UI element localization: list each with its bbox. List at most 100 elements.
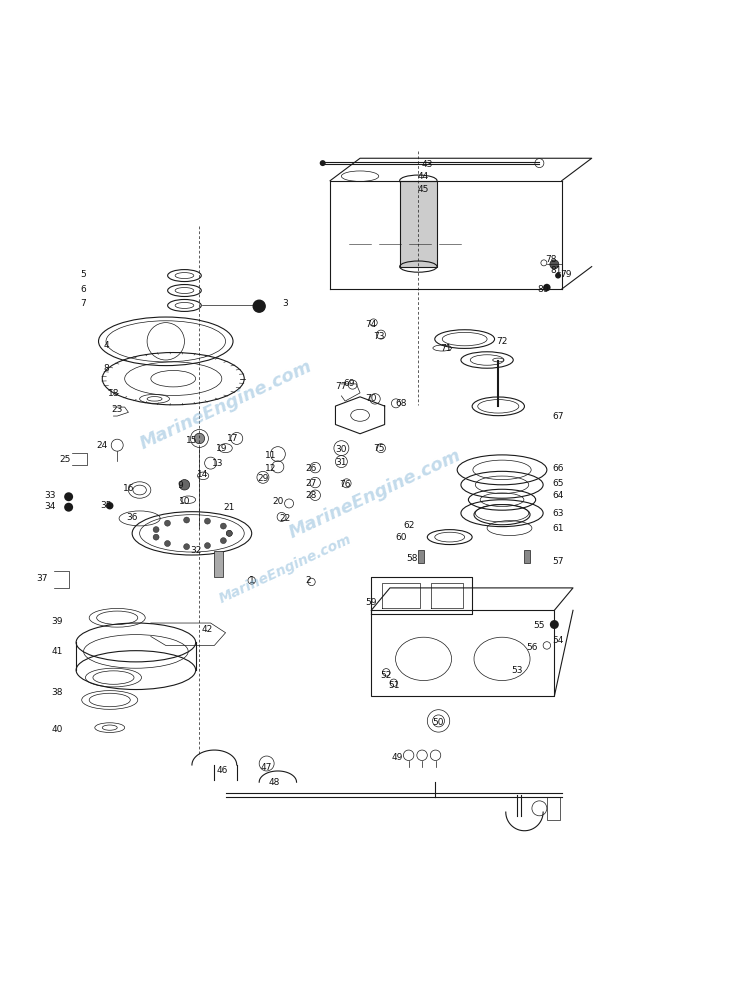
Text: 45: 45: [418, 185, 429, 194]
Text: 78: 78: [544, 254, 556, 264]
Text: 46: 46: [216, 766, 227, 775]
Text: 60: 60: [395, 533, 407, 542]
Text: 1: 1: [249, 576, 254, 584]
Text: 80: 80: [537, 285, 549, 294]
Text: MarineEngine.com: MarineEngine.com: [286, 447, 464, 542]
Text: 15: 15: [186, 436, 198, 445]
Bar: [547, 797, 560, 820]
Circle shape: [64, 502, 73, 511]
Circle shape: [543, 284, 550, 291]
Circle shape: [64, 493, 73, 501]
Text: 6: 6: [81, 285, 86, 294]
Circle shape: [205, 518, 211, 524]
Text: 7: 7: [81, 300, 86, 309]
Circle shape: [550, 260, 559, 269]
Text: 20: 20: [272, 497, 284, 506]
Text: 48: 48: [268, 777, 280, 786]
Text: 35: 35: [100, 501, 112, 510]
Text: 44: 44: [418, 172, 429, 181]
Text: 71: 71: [440, 344, 452, 353]
Circle shape: [184, 544, 190, 550]
Circle shape: [320, 160, 326, 166]
Text: 62: 62: [403, 521, 414, 530]
Circle shape: [555, 273, 561, 279]
Text: 70: 70: [365, 395, 377, 404]
Text: 19: 19: [216, 444, 227, 453]
Text: 51: 51: [388, 680, 400, 689]
Text: 9: 9: [178, 481, 184, 490]
Circle shape: [164, 520, 170, 526]
Text: 28: 28: [306, 492, 317, 500]
Text: 52: 52: [380, 671, 392, 679]
Text: 64: 64: [553, 492, 564, 500]
Circle shape: [226, 530, 232, 536]
Text: 8: 8: [103, 365, 109, 374]
Text: 12: 12: [265, 464, 276, 473]
Circle shape: [254, 301, 266, 313]
Text: 26: 26: [306, 464, 317, 473]
Text: 59: 59: [365, 598, 377, 607]
Bar: [214, 551, 223, 577]
Circle shape: [226, 530, 232, 536]
Text: 5: 5: [81, 270, 86, 279]
Text: 68: 68: [395, 399, 407, 407]
Text: 11: 11: [265, 451, 276, 460]
Text: 61: 61: [552, 523, 564, 533]
Text: 73: 73: [373, 331, 385, 340]
Circle shape: [153, 534, 159, 540]
Text: 67: 67: [552, 411, 564, 420]
Bar: [419, 550, 424, 564]
Text: 55: 55: [534, 621, 545, 630]
Text: 18: 18: [108, 389, 119, 399]
Text: MarineEngine.com: MarineEngine.com: [217, 532, 354, 606]
Text: 25: 25: [59, 455, 70, 464]
Text: 40: 40: [52, 725, 63, 735]
Text: 49: 49: [392, 753, 403, 762]
Text: 23: 23: [112, 405, 123, 413]
Text: 24: 24: [97, 441, 108, 450]
Text: 56: 56: [526, 643, 538, 652]
Text: 77: 77: [336, 383, 347, 392]
Text: 27: 27: [306, 479, 317, 488]
Text: 54: 54: [553, 636, 564, 645]
Bar: [371, 610, 554, 696]
Text: 4: 4: [104, 340, 109, 349]
Circle shape: [164, 541, 170, 547]
Text: 36: 36: [127, 513, 138, 522]
Text: 69: 69: [343, 380, 355, 389]
Circle shape: [194, 433, 205, 444]
Bar: [400, 181, 437, 267]
Text: 75: 75: [373, 444, 385, 453]
Text: 17: 17: [227, 434, 238, 443]
Text: 37: 37: [37, 574, 48, 583]
Text: 38: 38: [52, 688, 63, 697]
Text: 14: 14: [197, 470, 208, 479]
Circle shape: [550, 620, 559, 629]
Circle shape: [179, 480, 190, 490]
Text: MarineEngine.com: MarineEngine.com: [136, 357, 314, 453]
Circle shape: [106, 502, 113, 509]
Text: 63: 63: [552, 508, 564, 517]
Text: 74: 74: [365, 319, 377, 328]
Text: 33: 33: [44, 492, 56, 500]
Text: 21: 21: [224, 503, 235, 512]
Circle shape: [220, 538, 226, 544]
Text: 31: 31: [336, 458, 347, 467]
Text: 47: 47: [261, 763, 272, 771]
Text: 66: 66: [552, 464, 564, 473]
Text: 81: 81: [550, 266, 562, 275]
Text: 42: 42: [201, 624, 212, 634]
Text: 30: 30: [336, 445, 347, 454]
Text: 29: 29: [257, 474, 268, 483]
Text: 72: 72: [496, 337, 508, 346]
Text: 22: 22: [280, 514, 291, 523]
Text: 79: 79: [560, 270, 572, 279]
Text: 50: 50: [433, 718, 444, 727]
Text: 57: 57: [552, 557, 564, 567]
Text: 32: 32: [190, 546, 201, 555]
Text: 53: 53: [512, 666, 523, 674]
Text: 65: 65: [552, 479, 564, 488]
Text: 2: 2: [305, 576, 310, 584]
Text: 43: 43: [422, 160, 433, 169]
Text: 10: 10: [178, 497, 190, 506]
